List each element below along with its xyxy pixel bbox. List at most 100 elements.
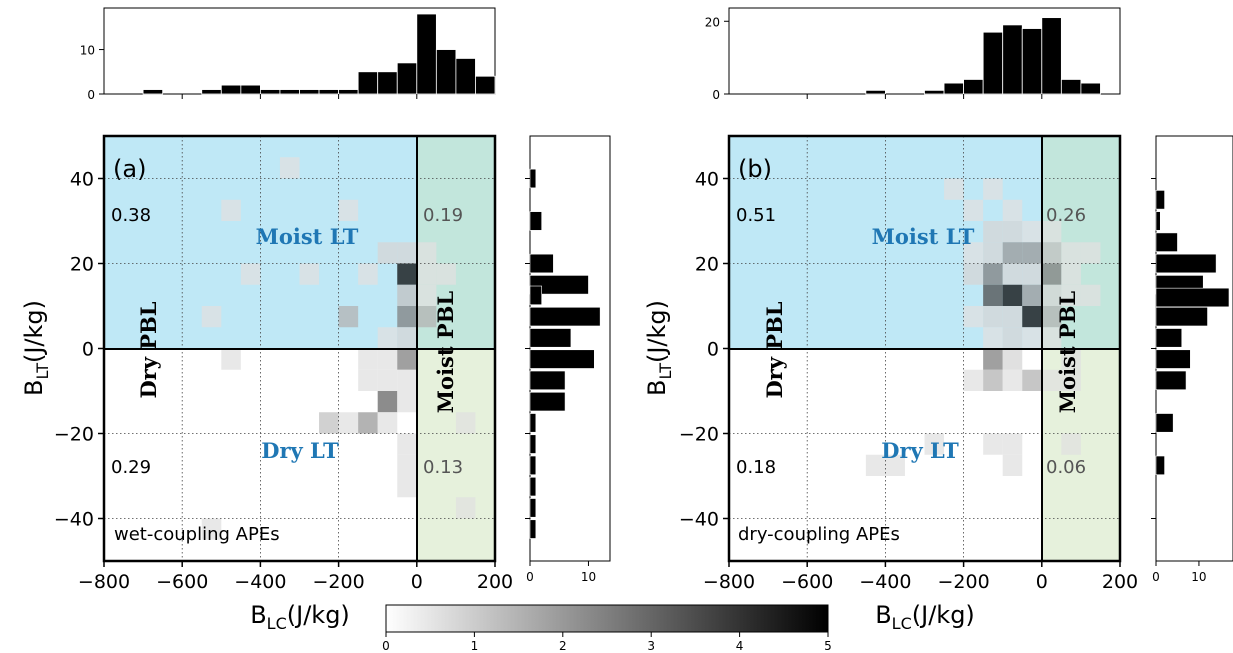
colorbar-tick-label: 4 — [736, 639, 744, 653]
heatmap-cell — [416, 263, 437, 285]
top-hist-bar — [982, 31, 1004, 95]
panel-tag-a: (a) — [113, 155, 146, 183]
right-hist-bar — [529, 434, 537, 454]
y-tick-label: 0 — [82, 339, 94, 361]
heatmap-cell — [983, 221, 1003, 243]
colorbar-tick-label: 1 — [471, 639, 479, 653]
heatmap-cell — [240, 263, 261, 285]
heatmap-cell — [1002, 221, 1023, 243]
top-hist-bar — [963, 79, 984, 95]
heatmap-cell — [416, 306, 437, 328]
heatmap-cell — [983, 348, 1003, 370]
colorbar-tick-label: 0 — [382, 639, 390, 653]
top-hist-bar — [377, 71, 398, 95]
x-tick-label: 0 — [411, 571, 423, 593]
heatmap-cell — [436, 263, 456, 285]
right-hist-bar — [529, 328, 572, 348]
top-hist-bar — [1041, 17, 1062, 95]
heatmap-cell — [377, 369, 398, 391]
right-hist-x-tick-label: 0 — [1152, 570, 1160, 584]
x-tick-label: −600 — [781, 571, 833, 593]
heatmap-cells-b — [865, 178, 1101, 476]
right-hist-bar — [529, 391, 566, 412]
heatmap-cell — [201, 518, 222, 540]
heatmap-cell — [397, 369, 417, 391]
top-hist-y-tick-label: 10 — [80, 44, 95, 58]
top-hist-bar — [416, 13, 437, 95]
heatmap-cell — [1041, 306, 1062, 328]
top-hist-y-tick-label: 0 — [712, 88, 720, 102]
right-hist-bar — [1155, 287, 1230, 308]
right-hist-bar — [529, 455, 537, 476]
heatmap-cell — [397, 454, 417, 476]
fraction-upper-left-b: 0.51 — [736, 205, 776, 226]
right-hist-bar — [529, 476, 537, 497]
xlabel-a: BLC(J/kg) — [250, 601, 350, 633]
heatmap-cell — [963, 306, 984, 328]
heatmap-cell — [865, 454, 886, 476]
top-histogram-a: 0 10 — [80, 13, 496, 102]
heatmap-cell — [338, 306, 359, 328]
x-tick-label: 0 — [1036, 571, 1048, 593]
right-histogram-b: 0 10 — [1151, 178, 1230, 584]
heatmap-cell — [1022, 221, 1042, 243]
fraction-upper-left-a: 0.38 — [111, 205, 151, 226]
heatmap-cell — [397, 284, 417, 306]
panel-tag-b: (b) — [738, 155, 772, 183]
x-tick-label: −600 — [156, 571, 208, 593]
right-hist-bar — [529, 168, 537, 189]
heatmap-cell — [377, 242, 398, 264]
colorbar-gradient — [385, 604, 829, 633]
heatmap-cell — [983, 369, 1003, 391]
heatmap-cell — [963, 369, 984, 391]
heatmap-cell — [1002, 242, 1023, 264]
heatmap-cell — [397, 348, 417, 370]
fraction-lower-right-b: 0.06 — [1046, 457, 1086, 478]
top-hist-bar — [865, 89, 886, 95]
colorbar-ticks: 0 1 2 3 4 5 — [382, 632, 832, 653]
heatmap-cell — [1002, 284, 1023, 306]
heatmap-cell — [1041, 242, 1062, 264]
right-hist-bar — [1155, 455, 1165, 476]
heatmap-cell — [1002, 263, 1023, 285]
top-histogram-b: 0 20 — [705, 15, 1101, 102]
fraction-lower-left-a: 0.29 — [111, 457, 151, 478]
top-hist-bar — [299, 89, 320, 95]
right-hist-bar — [529, 370, 566, 391]
dry-pbl-label-b: Dry PBL — [762, 301, 787, 398]
y-tick-label: 40 — [695, 169, 719, 191]
heatmap-cell — [377, 412, 398, 434]
heatmap-cell — [279, 157, 300, 179]
y-tick-label: −20 — [679, 424, 719, 446]
x-tick-label: −400 — [859, 571, 911, 593]
x-tick-label: −400 — [234, 571, 286, 593]
right-hist-bar — [529, 498, 537, 518]
heatmap-cell — [1022, 284, 1042, 306]
heatmap-cell — [358, 263, 378, 285]
heatmap-cell — [397, 327, 417, 349]
heatmap-cell — [1002, 199, 1023, 221]
right-hist-bar — [529, 285, 542, 306]
colorbar-tick-label: 2 — [559, 639, 567, 653]
right-hist-bar — [1155, 413, 1174, 433]
heatmap-cell — [1002, 369, 1023, 391]
top-hist-bar — [357, 71, 379, 95]
heatmap-cell — [963, 199, 984, 221]
top-hist-bar — [1060, 79, 1082, 95]
heatmap-cell — [377, 391, 398, 413]
heatmap-cell — [358, 369, 378, 391]
right-hist-x-tick-label: 10 — [1191, 570, 1206, 584]
heatmap-cell — [983, 433, 1003, 455]
moist-pbl-region-a — [417, 349, 495, 561]
right-hist-bar — [529, 306, 601, 327]
heatmap-cell — [983, 327, 1003, 349]
right-hist-bar — [529, 253, 554, 274]
heatmap-cell — [1061, 263, 1081, 285]
right-hist-bar — [1155, 190, 1165, 210]
right-hist-bar — [1155, 328, 1183, 348]
xlabel-b: BLC(J/kg) — [875, 601, 975, 633]
heatmap-cell — [416, 284, 437, 306]
heatmap-cell — [1080, 242, 1101, 264]
